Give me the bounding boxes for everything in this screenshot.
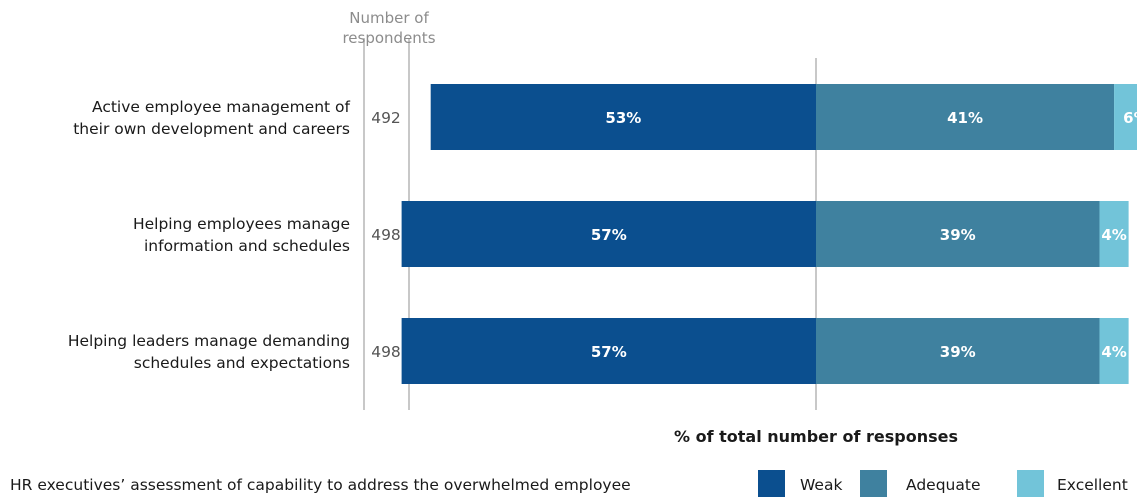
bar-weak [430,84,816,150]
respondents-header-line: Number of [349,9,429,27]
bar-label-adequate: 41% [947,109,983,127]
category-label: Helping employees manage [133,215,350,233]
bar-label-weak: 57% [591,343,627,361]
respondents-count: 492 [371,109,401,127]
bar-label-adequate: 39% [940,226,976,244]
x-axis-title: % of total number of responses [674,427,958,446]
bar-excellent [1099,318,1129,384]
category-label: Active employee management of [92,98,351,116]
bar-adequate [816,201,1100,267]
bar-label-weak: 53% [605,109,641,127]
legend-label-excellent: Excellent [1057,476,1128,494]
bar-label-excellent: 6% [1123,109,1137,127]
bar-excellent [1099,201,1129,267]
bar-label-excellent: 4% [1101,343,1126,361]
respondents-count: 498 [371,226,401,244]
bar-label-adequate: 39% [940,343,976,361]
legend-swatch-adequate [860,470,887,497]
bar-adequate [816,318,1100,384]
respondents-count: 498 [371,343,401,361]
category-label: their own development and careers [73,120,350,138]
bar-weak [401,318,816,384]
category-label: schedules and expectations [134,354,350,372]
chart-marks: Number of respondents Active employee mana… [10,9,1137,497]
bar-weak [401,201,816,267]
legend-swatch-excellent [1017,470,1044,497]
legend-title: HR executives’ assessment of capability … [10,476,631,494]
category-label: Helping leaders manage demanding [68,332,350,350]
category-label: information and schedules [144,237,350,255]
legend-label-weak: Weak [800,476,842,494]
legend-label-adequate: Adequate [906,476,980,494]
bar-label-weak: 57% [591,226,627,244]
respondents-header-line: respondents [342,29,435,47]
legend-swatch-weak [758,470,785,497]
bar-excellent [1114,84,1137,150]
bar-adequate [816,84,1115,150]
bar-label-excellent: 4% [1101,226,1126,244]
